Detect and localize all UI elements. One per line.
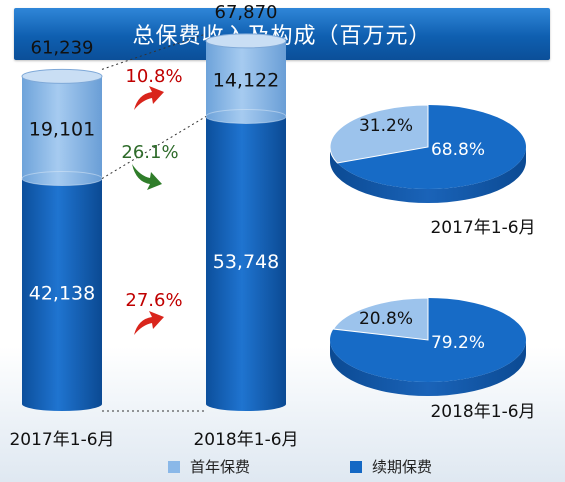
bar-first-year-1 (206, 40, 286, 124)
label-first-year-1: 14,122 (213, 70, 279, 92)
growth-label-renewal: 27.6% (125, 290, 182, 311)
connector-line-1 (101, 116, 207, 179)
legend-label-first-year: 首年保费 (190, 458, 251, 476)
bar-renewal-0 (22, 178, 102, 411)
legend-swatch-first-year (168, 460, 180, 473)
pie-label-renewal-0: 68.8% (431, 140, 485, 160)
label-renewal-1: 53,748 (213, 251, 279, 273)
pie-label-first-year-0: 31.2% (359, 116, 413, 136)
legend: 首年保费 续期保费 (0, 456, 565, 478)
bar-first-year-0 (22, 76, 102, 186)
bar-top-0 (21, 68, 103, 84)
growth-label-total: 10.8% (125, 66, 182, 87)
label-total-0: 61,239 (31, 37, 94, 58)
label-renewal-0: 42,138 (29, 282, 95, 304)
x-tick-label-0: 2017年1-6月 (9, 430, 114, 450)
label-total-1: 67,870 (215, 2, 278, 23)
x-tick-label-1: 2018年1-6月 (193, 430, 298, 450)
legend-swatch-renewal (350, 460, 362, 473)
growth-arrow-total (134, 86, 164, 110)
pie-side-0 (330, 147, 526, 203)
pie-slice-first-year-0 (329, 104, 429, 164)
pie-label-first-year-1: 20.8% (359, 309, 413, 329)
pie-slice-first-year-1 (332, 297, 429, 341)
legend-label-renewal: 续期保费 (372, 458, 433, 476)
growth-arrow-renewal (134, 311, 164, 335)
growth-label-first-year: 26.1% (121, 142, 178, 163)
legend-item-first-year: 首年保费 (168, 456, 250, 477)
growth-arrow-first-year (132, 164, 162, 190)
bar-top-1 (205, 33, 287, 49)
label-first-year-0: 19,101 (29, 118, 95, 140)
pie-label-renewal-1: 79.2% (431, 333, 485, 353)
legend-item-renewal: 续期保费 (350, 456, 432, 477)
connector-line-0 (101, 33, 207, 70)
bar-renewal-1 (206, 116, 286, 412)
pie-caption-1: 2018年1-6月 (430, 402, 535, 422)
pie-caption-0: 2017年1-6月 (430, 218, 535, 238)
pie-side-1 (330, 340, 526, 396)
